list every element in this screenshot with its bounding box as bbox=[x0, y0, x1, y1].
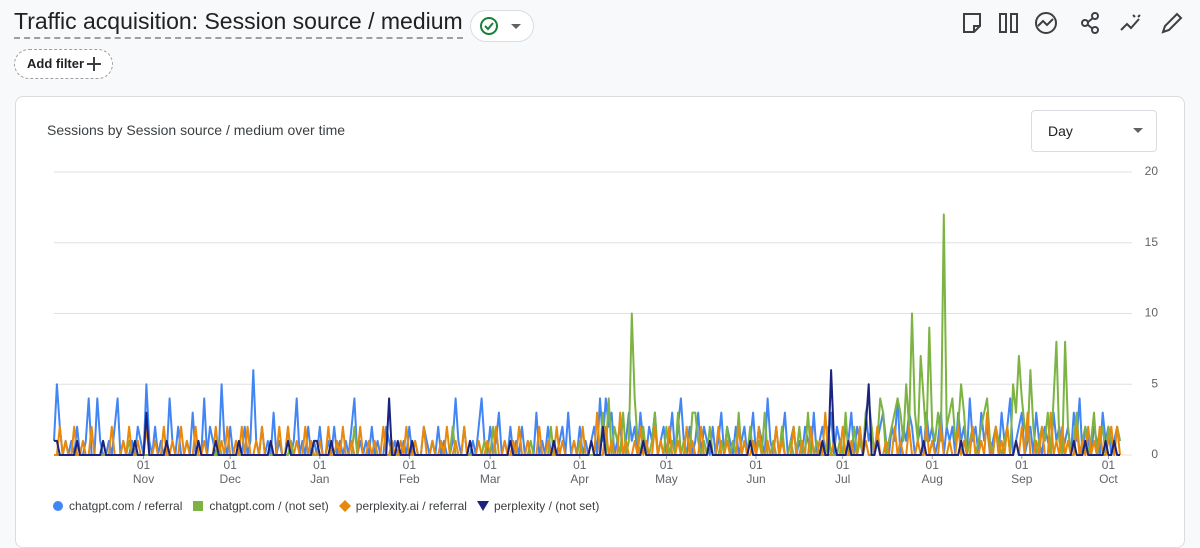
legend-label: perplexity / (not set) bbox=[493, 499, 600, 513]
chart-card bbox=[15, 96, 1185, 548]
y-tick-label: 0 bbox=[1151, 447, 1158, 461]
status-icons bbox=[480, 17, 521, 35]
notes-icon[interactable] bbox=[963, 13, 981, 33]
legend-label: chatgpt.com / (not set) bbox=[209, 499, 329, 513]
x-tick-label: 01 Sep bbox=[1011, 458, 1033, 486]
y-tick-label: 15 bbox=[1145, 235, 1159, 249]
trend-icon[interactable] bbox=[1120, 14, 1141, 31]
chart-title: Sessions by Session source / medium over… bbox=[47, 122, 346, 138]
status-menu[interactable] bbox=[470, 10, 534, 42]
page: Traffic acquisition: Session source / me… bbox=[14, 8, 1185, 548]
toolbar-icons bbox=[963, 12, 1183, 34]
x-tick-label: 01 May bbox=[655, 458, 678, 486]
interval-label: Day bbox=[1048, 123, 1073, 139]
edit-icon[interactable] bbox=[1161, 12, 1183, 34]
insights-icon[interactable] bbox=[1035, 12, 1057, 34]
legend-marker bbox=[338, 500, 351, 512]
share-icon[interactable] bbox=[1081, 12, 1099, 34]
interval-select[interactable]: Day bbox=[1031, 110, 1157, 152]
legend-item[interactable]: chatgpt.com / referral bbox=[52, 499, 182, 513]
x-tick-label: 01 Jul bbox=[834, 458, 851, 486]
legend-label: perplexity.ai / referral bbox=[355, 499, 467, 513]
report-title[interactable]: Traffic acquisition: Session source / me… bbox=[14, 8, 463, 39]
x-tick-label: 01 Apr bbox=[570, 458, 590, 486]
plot: 0 5 10 15 20 bbox=[53, 164, 1159, 461]
x-tick-label: 01 Jun bbox=[746, 458, 766, 486]
legend-marker bbox=[193, 501, 204, 511]
plus-icon bbox=[87, 57, 102, 71]
legend-item[interactable]: perplexity / (not set) bbox=[476, 499, 600, 513]
x-tick-label: 01 Nov bbox=[132, 458, 155, 486]
add-filter-label: Add filter bbox=[27, 56, 85, 71]
series-line bbox=[54, 369, 1120, 456]
x-tick-label: 01 Jan bbox=[310, 458, 330, 486]
compare-icon[interactable] bbox=[999, 13, 1018, 33]
y-tick-label: 10 bbox=[1145, 306, 1159, 320]
y-tick-label: 5 bbox=[1151, 376, 1158, 390]
legend: chatgpt.com / referral chatgpt.com / (not… bbox=[52, 499, 599, 513]
x-tick-label: 01 Oct bbox=[1099, 458, 1118, 486]
series-line bbox=[54, 213, 1121, 456]
legend-marker bbox=[476, 501, 489, 511]
add-filter-button[interactable]: Add filter bbox=[14, 49, 114, 79]
x-tick-label: 01 Aug bbox=[921, 458, 943, 486]
x-tick-label: 01 Mar bbox=[479, 458, 501, 486]
legend-label: chatgpt.com / referral bbox=[69, 499, 183, 513]
y-tick-label: 20 bbox=[1145, 164, 1159, 178]
x-tick-label: 01 Feb bbox=[398, 458, 420, 486]
legend-marker bbox=[53, 501, 63, 511]
legend-item[interactable]: chatgpt.com / (not set) bbox=[192, 499, 329, 513]
x-tick-label: 01 Dec bbox=[219, 458, 241, 486]
caret bbox=[1133, 128, 1143, 133]
legend-item[interactable]: perplexity.ai / referral bbox=[338, 499, 467, 513]
